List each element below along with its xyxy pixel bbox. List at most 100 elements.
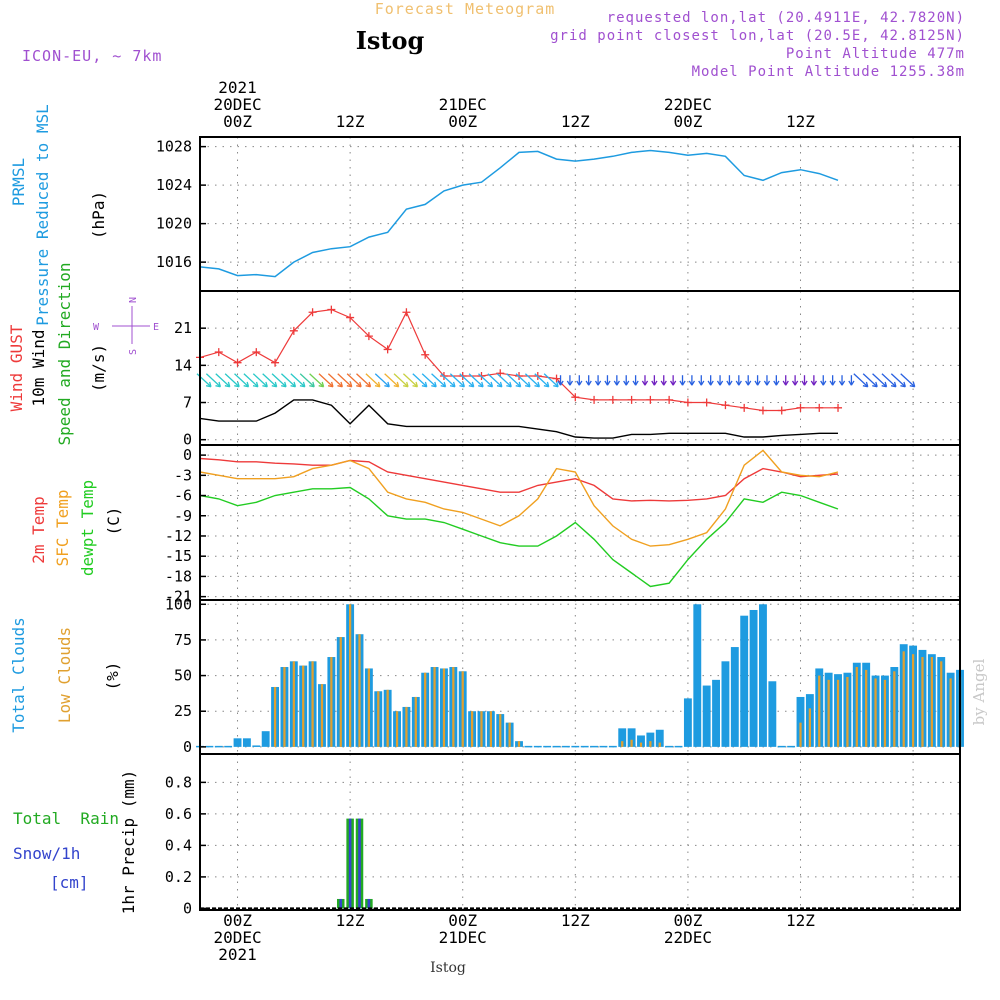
time-label: 20DEC	[213, 95, 261, 114]
wind-arrow-shaft	[543, 373, 559, 388]
wind-arrow	[890, 373, 906, 388]
bar-low-cloud	[940, 661, 943, 747]
wind-arrow-head	[440, 381, 447, 388]
bar-total-cloud	[627, 728, 636, 747]
wind-arrow	[707, 375, 714, 386]
wind-arrow	[449, 373, 465, 388]
wind-arrow-head	[909, 381, 916, 388]
wind-arrow-head	[215, 381, 222, 388]
wind-arrow-shaft	[393, 373, 409, 388]
temp-unit: (C)	[104, 507, 123, 536]
bar-low-cloud	[902, 651, 905, 747]
temp-label-dewpt: dewpt Temp	[78, 480, 97, 576]
bar-total-cloud	[702, 685, 711, 747]
time-label: 12Z	[561, 112, 590, 131]
wind-arrow-head	[623, 380, 630, 386]
wind-arrow	[838, 375, 846, 386]
wind-arrow	[862, 373, 878, 388]
bar-low-cloud	[930, 657, 933, 747]
bar-total-cloud	[543, 745, 552, 748]
wind-arrow-head	[679, 380, 686, 386]
gust-marker	[758, 406, 767, 415]
compass-w: W	[93, 322, 100, 333]
bar-low-cloud	[405, 706, 408, 747]
temp-side-labels: 2m Temp SFC Temp dewpt Temp (C)	[29, 480, 123, 576]
forecast-title: Forecast Meteogram	[375, 0, 556, 18]
time-label: 12Z	[786, 911, 815, 930]
bar-total-cloud	[721, 661, 730, 747]
wind-arrow	[791, 375, 799, 386]
wind-arrow	[534, 373, 550, 388]
wind-arrow	[651, 375, 658, 386]
wind-arrow-head	[553, 381, 559, 388]
wind-arrow	[763, 375, 771, 386]
series-prmsl	[199, 149, 839, 278]
time-label: 00Z	[673, 911, 702, 930]
bar-total-cloud	[261, 731, 270, 747]
bar-low-cloud	[470, 711, 474, 747]
wind-arrow	[431, 373, 447, 388]
wind-arrow	[290, 373, 306, 388]
y-tick-label: 0	[183, 738, 192, 756]
wind-arrow	[782, 375, 789, 386]
wind-arrow-shaft	[243, 373, 259, 388]
wind-arrow	[623, 375, 630, 386]
bar-total-cloud	[749, 609, 758, 747]
bar-total-cloud	[224, 745, 233, 748]
y-tick-label: 0.6	[165, 805, 192, 823]
bar-low-cloud	[639, 742, 643, 747]
time-label: 21DEC	[439, 928, 487, 947]
wind-arrow	[632, 375, 639, 386]
wind-arrow-head	[252, 381, 259, 388]
bar-total-cloud	[608, 745, 617, 748]
bar-low-cloud	[949, 678, 952, 747]
time-label: 12Z	[786, 112, 815, 131]
wind-arrow-shaft	[468, 373, 484, 388]
bar-total-cloud	[571, 745, 580, 748]
time-label: 12Z	[561, 911, 590, 930]
pressure-unit: (hPa)	[89, 191, 108, 239]
panel-frame	[199, 290, 961, 446]
wind-arrow-head	[393, 381, 400, 388]
wind-arrow-shaft	[421, 373, 437, 388]
precip-label-cm: [cm]	[50, 873, 89, 892]
bar-low-cloud	[273, 686, 277, 747]
wind-arrow-head	[449, 381, 456, 388]
compass-s: S	[128, 349, 139, 355]
wind-arrow-head	[791, 380, 799, 386]
bar-low-cloud	[386, 689, 389, 747]
gust-marker	[346, 313, 355, 322]
bar-low-cloud	[799, 722, 802, 747]
wind-arrow-head	[829, 380, 836, 386]
gust-marker	[252, 348, 261, 357]
cloud-label-total: Total Clouds	[9, 617, 28, 733]
wind-arrow-head	[862, 381, 869, 388]
wind-arrow	[557, 375, 564, 386]
compass-n: N	[128, 297, 139, 303]
bar-low-cloud	[348, 604, 352, 747]
bar-low-cloud	[330, 657, 333, 747]
wind-arrow	[594, 375, 602, 386]
wind-arrow	[566, 375, 574, 386]
bar-total-cloud	[561, 745, 570, 748]
time-label: 00Z	[223, 112, 252, 131]
gust-marker	[796, 403, 805, 412]
bar-low-cloud	[808, 708, 812, 747]
bar-total-cloud	[590, 745, 599, 748]
bar-total-cloud	[252, 745, 261, 747]
y-tick-label: 100	[165, 595, 192, 613]
wind-arrow-head	[271, 381, 278, 388]
wind-arrow-head	[356, 381, 362, 388]
wind-arrow-head	[782, 380, 789, 386]
wind-arrow-shaft	[534, 373, 550, 388]
time-label: 2021	[218, 78, 257, 97]
bar-low-cloud	[367, 668, 371, 747]
wind-arrow	[688, 375, 696, 386]
y-tick-label: -15	[165, 547, 192, 565]
wind-arrow-head	[745, 380, 752, 386]
wind-arrow-shaft	[524, 373, 540, 388]
wind-arrow-head	[735, 380, 742, 386]
y-tick-label: 0	[183, 446, 192, 464]
wind-arrow-head	[496, 381, 503, 388]
wind-arrow	[853, 373, 869, 388]
